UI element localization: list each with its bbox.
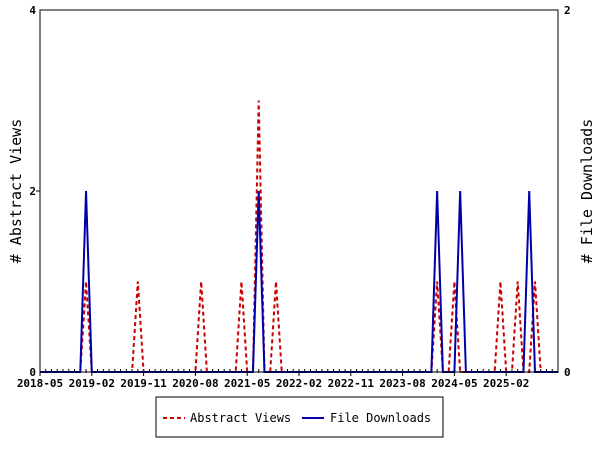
legend: Abstract Views File Downloads	[155, 396, 444, 438]
legend-label-file-downloads: File Downloads	[330, 411, 431, 425]
x-tick-label-2018-05: 2018-05	[17, 377, 63, 390]
x-tick-label-2025-02: 2025-02	[483, 377, 529, 390]
x-tick-label-2022-02: 2022-02	[276, 377, 322, 390]
y-left-tick-2: 2	[29, 185, 36, 198]
y-left-axis-title: # Abstract Views	[7, 119, 25, 264]
x-tick-label-2024-05: 2024-05	[431, 377, 477, 390]
y-left-tick-0: 0	[29, 366, 36, 379]
legend-label-abstract-views: Abstract Views	[190, 411, 291, 425]
series-layer	[40, 100, 558, 373]
x-tick-label-2019-11: 2019-11	[120, 377, 167, 390]
x-tick-label-2019-02: 2019-02	[69, 377, 115, 390]
y-right-axis-title: # File Downloads	[578, 119, 596, 264]
y-right-tick-0: 0	[564, 366, 571, 379]
y-right-tick-2: 2	[564, 4, 571, 17]
x-tick-label-2023-08: 2023-08	[379, 377, 425, 390]
legend-box	[155, 396, 444, 438]
y-left-tick-4: 4	[29, 4, 36, 17]
series-line-abstract-views	[40, 100, 558, 373]
x-axis-labels: 2018-05 2019-02 2019-11 2020-08 2021-05 2022-…	[17, 372, 529, 390]
plot-frame	[39, 9, 559, 373]
x-tick-label-2020-08: 2020-08	[172, 377, 218, 390]
series-line-file-downloads	[40, 190, 558, 373]
x-tick-label-2021-05: 2021-05	[224, 377, 270, 390]
x-tick-label-2022-11: 2022-11	[328, 377, 375, 390]
